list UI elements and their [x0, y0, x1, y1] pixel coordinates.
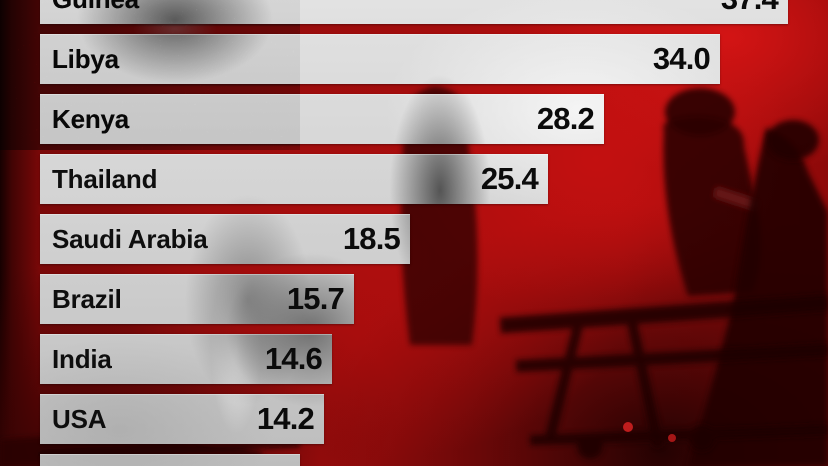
bar-row-libya: Libya 34.0 — [40, 34, 720, 84]
firefighter-right-silhouette — [663, 88, 761, 296]
bar-row-guinea: Guinea 37.4 — [40, 0, 788, 24]
bar-label: USA — [52, 403, 107, 434]
bar-row-partial-bottom — [40, 454, 300, 466]
light-glint — [623, 422, 633, 432]
bar-row-saudi-arabia: Saudi Arabia 18.5 — [40, 214, 410, 264]
figure-right-edge-silhouette — [688, 128, 828, 466]
figure-right-head-silhouette — [767, 120, 819, 160]
bar-value: 18.5 — [342, 221, 401, 256]
bar-value: 15.7 — [286, 281, 345, 316]
bar-label: Thailand — [52, 163, 158, 194]
bar-value: 14.6 — [264, 341, 323, 376]
bar-row-thailand: Thailand 25.4 — [40, 154, 548, 204]
bar-label: India — [52, 343, 112, 374]
bar-label: Kenya — [52, 103, 130, 134]
bar-row-kenya: Kenya 28.2 — [40, 94, 604, 144]
bar-label: Libya — [52, 43, 119, 74]
bar-value: 25.4 — [480, 161, 539, 196]
bar-row-usa: USA 14.2 — [40, 394, 324, 444]
bar-label: Guinea — [52, 0, 139, 15]
light-glint — [668, 434, 676, 442]
bar-row-brazil: Brazil 15.7 — [40, 274, 354, 324]
bar-label: Brazil — [52, 283, 122, 314]
bar-value: 34.0 — [652, 41, 711, 76]
bar-value: 14.2 — [256, 401, 315, 436]
bar-label: Saudi Arabia — [52, 223, 208, 254]
bar-value: 28.2 — [536, 101, 595, 136]
bar-value: 37.4 — [721, 0, 779, 17]
stretcher-silhouette — [499, 294, 828, 459]
bar-row-india: India 14.6 — [40, 334, 332, 384]
